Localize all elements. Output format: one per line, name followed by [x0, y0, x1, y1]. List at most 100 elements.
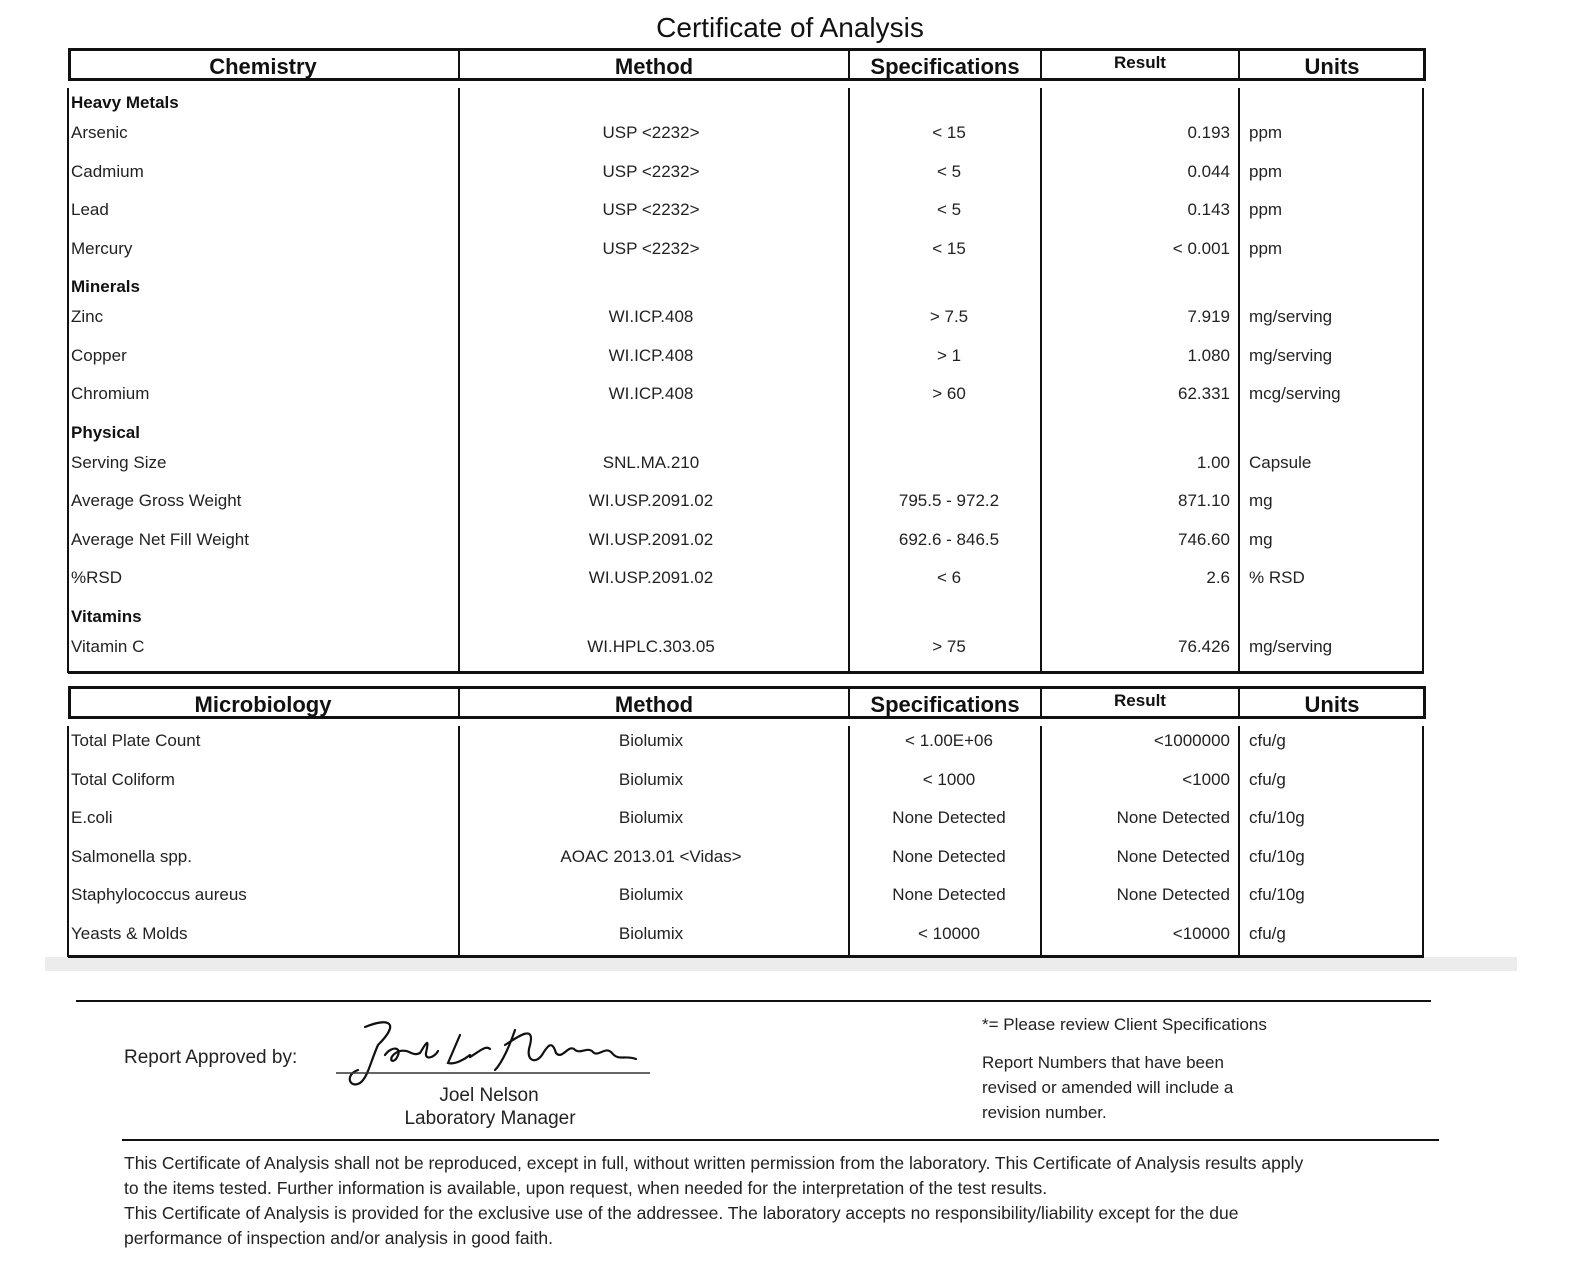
row-units: mg/serving: [1249, 307, 1333, 326]
column-header: Specifications: [870, 54, 1020, 79]
row-result: 871.10: [1178, 491, 1230, 510]
header-divider: [848, 48, 850, 81]
row-spec: < 10000: [918, 923, 980, 943]
row-result: 76.426: [1178, 636, 1230, 656]
row-units: ppm: [1249, 161, 1283, 181]
row-method: USP <2232>: [602, 123, 700, 142]
row-result: <10000: [1172, 923, 1230, 943]
column-header: Units: [1304, 54, 1360, 79]
column-line: [458, 88, 460, 673]
column-line: [848, 726, 850, 957]
row-name: Zinc: [71, 307, 104, 326]
column-header: Units: [1304, 692, 1360, 717]
row-units: ppm: [1249, 200, 1283, 219]
row-spec: None Detected: [892, 808, 1006, 827]
row-spec: < 5: [936, 200, 962, 219]
header-divider: [458, 686, 460, 719]
row-name: Mercury: [71, 238, 133, 258]
row-spec: < 5: [936, 161, 962, 181]
row-method: USP <2232>: [602, 161, 700, 181]
row-spec: < 1.00E+06: [905, 731, 993, 750]
table-bottom: [68, 671, 1424, 674]
table-bottom: [68, 955, 1424, 958]
row-result: None Detected: [1116, 808, 1230, 827]
header-divider: [848, 686, 850, 719]
column-line: [458, 726, 460, 957]
note: *= Please review Client Specifications: [982, 1015, 1267, 1034]
row-name: Cadmium: [71, 161, 144, 181]
row-units: ppm: [1249, 238, 1283, 258]
row-units: % RSD: [1249, 568, 1305, 587]
row-result: <1000: [1182, 769, 1230, 789]
row-result: 1.080: [1187, 345, 1230, 365]
row-units: mg: [1249, 491, 1273, 510]
column-line: [1040, 726, 1042, 957]
row-spec: 795.5 - 972.2: [898, 491, 1000, 510]
header-divider: [458, 48, 460, 81]
header-divider: [1238, 48, 1240, 81]
row-method: USP <2232>: [602, 238, 700, 258]
row-result: None Detected: [1116, 846, 1230, 866]
column-line: [1422, 726, 1424, 957]
row-method: AOAC 2013.01 <Vidas>: [560, 846, 742, 866]
note: revised or amended will include a: [982, 1078, 1234, 1097]
column-header: Chemistry: [209, 54, 317, 79]
approval-label: Report Approved by:: [124, 1047, 298, 1068]
row-method: WI.USP.2091.02: [588, 529, 714, 549]
row-name: Copper: [71, 345, 127, 365]
column-header: Microbiology: [194, 692, 332, 717]
row-spec: < 6: [936, 568, 962, 587]
row-method: Biolumix: [618, 808, 684, 827]
note: Report Numbers that have been: [982, 1053, 1224, 1072]
column-header: Method: [614, 692, 694, 717]
disclaimer-line: performance of inspection and/or analysi…: [124, 1228, 554, 1248]
section-label: Heavy Metals: [71, 93, 179, 112]
header-box: [68, 686, 1426, 719]
row-spec: 692.6 - 846.5: [898, 529, 1000, 549]
row-spec: None Detected: [892, 846, 1006, 866]
row-units: mg/serving: [1249, 636, 1333, 656]
row-name: Staphylococcus aureus: [71, 885, 247, 904]
row-result: 0.193: [1187, 123, 1230, 142]
row-result: 2.6: [1206, 568, 1230, 587]
row-method: SNL.MA.210: [602, 452, 700, 472]
column-header: Result: [1114, 53, 1166, 72]
column-line: [1040, 88, 1042, 673]
row-spec: < 15: [932, 238, 966, 258]
row-method: WI.ICP.408: [608, 345, 694, 365]
row-name: %RSD: [71, 568, 123, 587]
row-spec: > 75: [932, 636, 966, 656]
row-units: ppm: [1249, 123, 1283, 142]
row-units: mg: [1249, 529, 1273, 549]
row-name: Average Gross Weight: [71, 491, 242, 510]
row-units: cfu/10g: [1249, 808, 1305, 827]
header-box: [68, 48, 1426, 81]
row-method: WI.USP.2091.02: [588, 491, 714, 510]
row-name: Average Net Fill Weight: [71, 529, 249, 549]
row-spec: < 15: [932, 123, 966, 142]
row-spec: > 1: [936, 345, 962, 365]
disclaimer-line: This Certificate of Analysis is provided…: [124, 1203, 1239, 1223]
row-name: Chromium: [71, 384, 150, 403]
row-units: cfu/10g: [1249, 846, 1305, 866]
row-units: cfu/g: [1249, 923, 1286, 943]
row-units: cfu/10g: [1249, 885, 1305, 904]
row-method: Biolumix: [618, 769, 684, 789]
column-line: [1422, 88, 1424, 673]
row-name: E.coli: [71, 808, 113, 827]
row-name: Lead: [71, 200, 109, 219]
column-line: [67, 88, 69, 673]
row-units: mg/serving: [1249, 345, 1333, 365]
column-header: Result: [1114, 691, 1166, 710]
row-method: WI.ICP.408: [608, 384, 694, 403]
row-name: Total Plate Count: [71, 731, 201, 750]
row-name: Yeasts & Molds: [71, 923, 188, 943]
column-line: [848, 88, 850, 673]
row-name: Vitamin C: [71, 636, 145, 656]
row-units: mcg/serving: [1249, 384, 1341, 403]
row-name: Serving Size: [71, 452, 167, 472]
row-result: <1000000: [1153, 731, 1230, 750]
row-method: Biolumix: [618, 731, 684, 750]
rule: [76, 1000, 1431, 1002]
